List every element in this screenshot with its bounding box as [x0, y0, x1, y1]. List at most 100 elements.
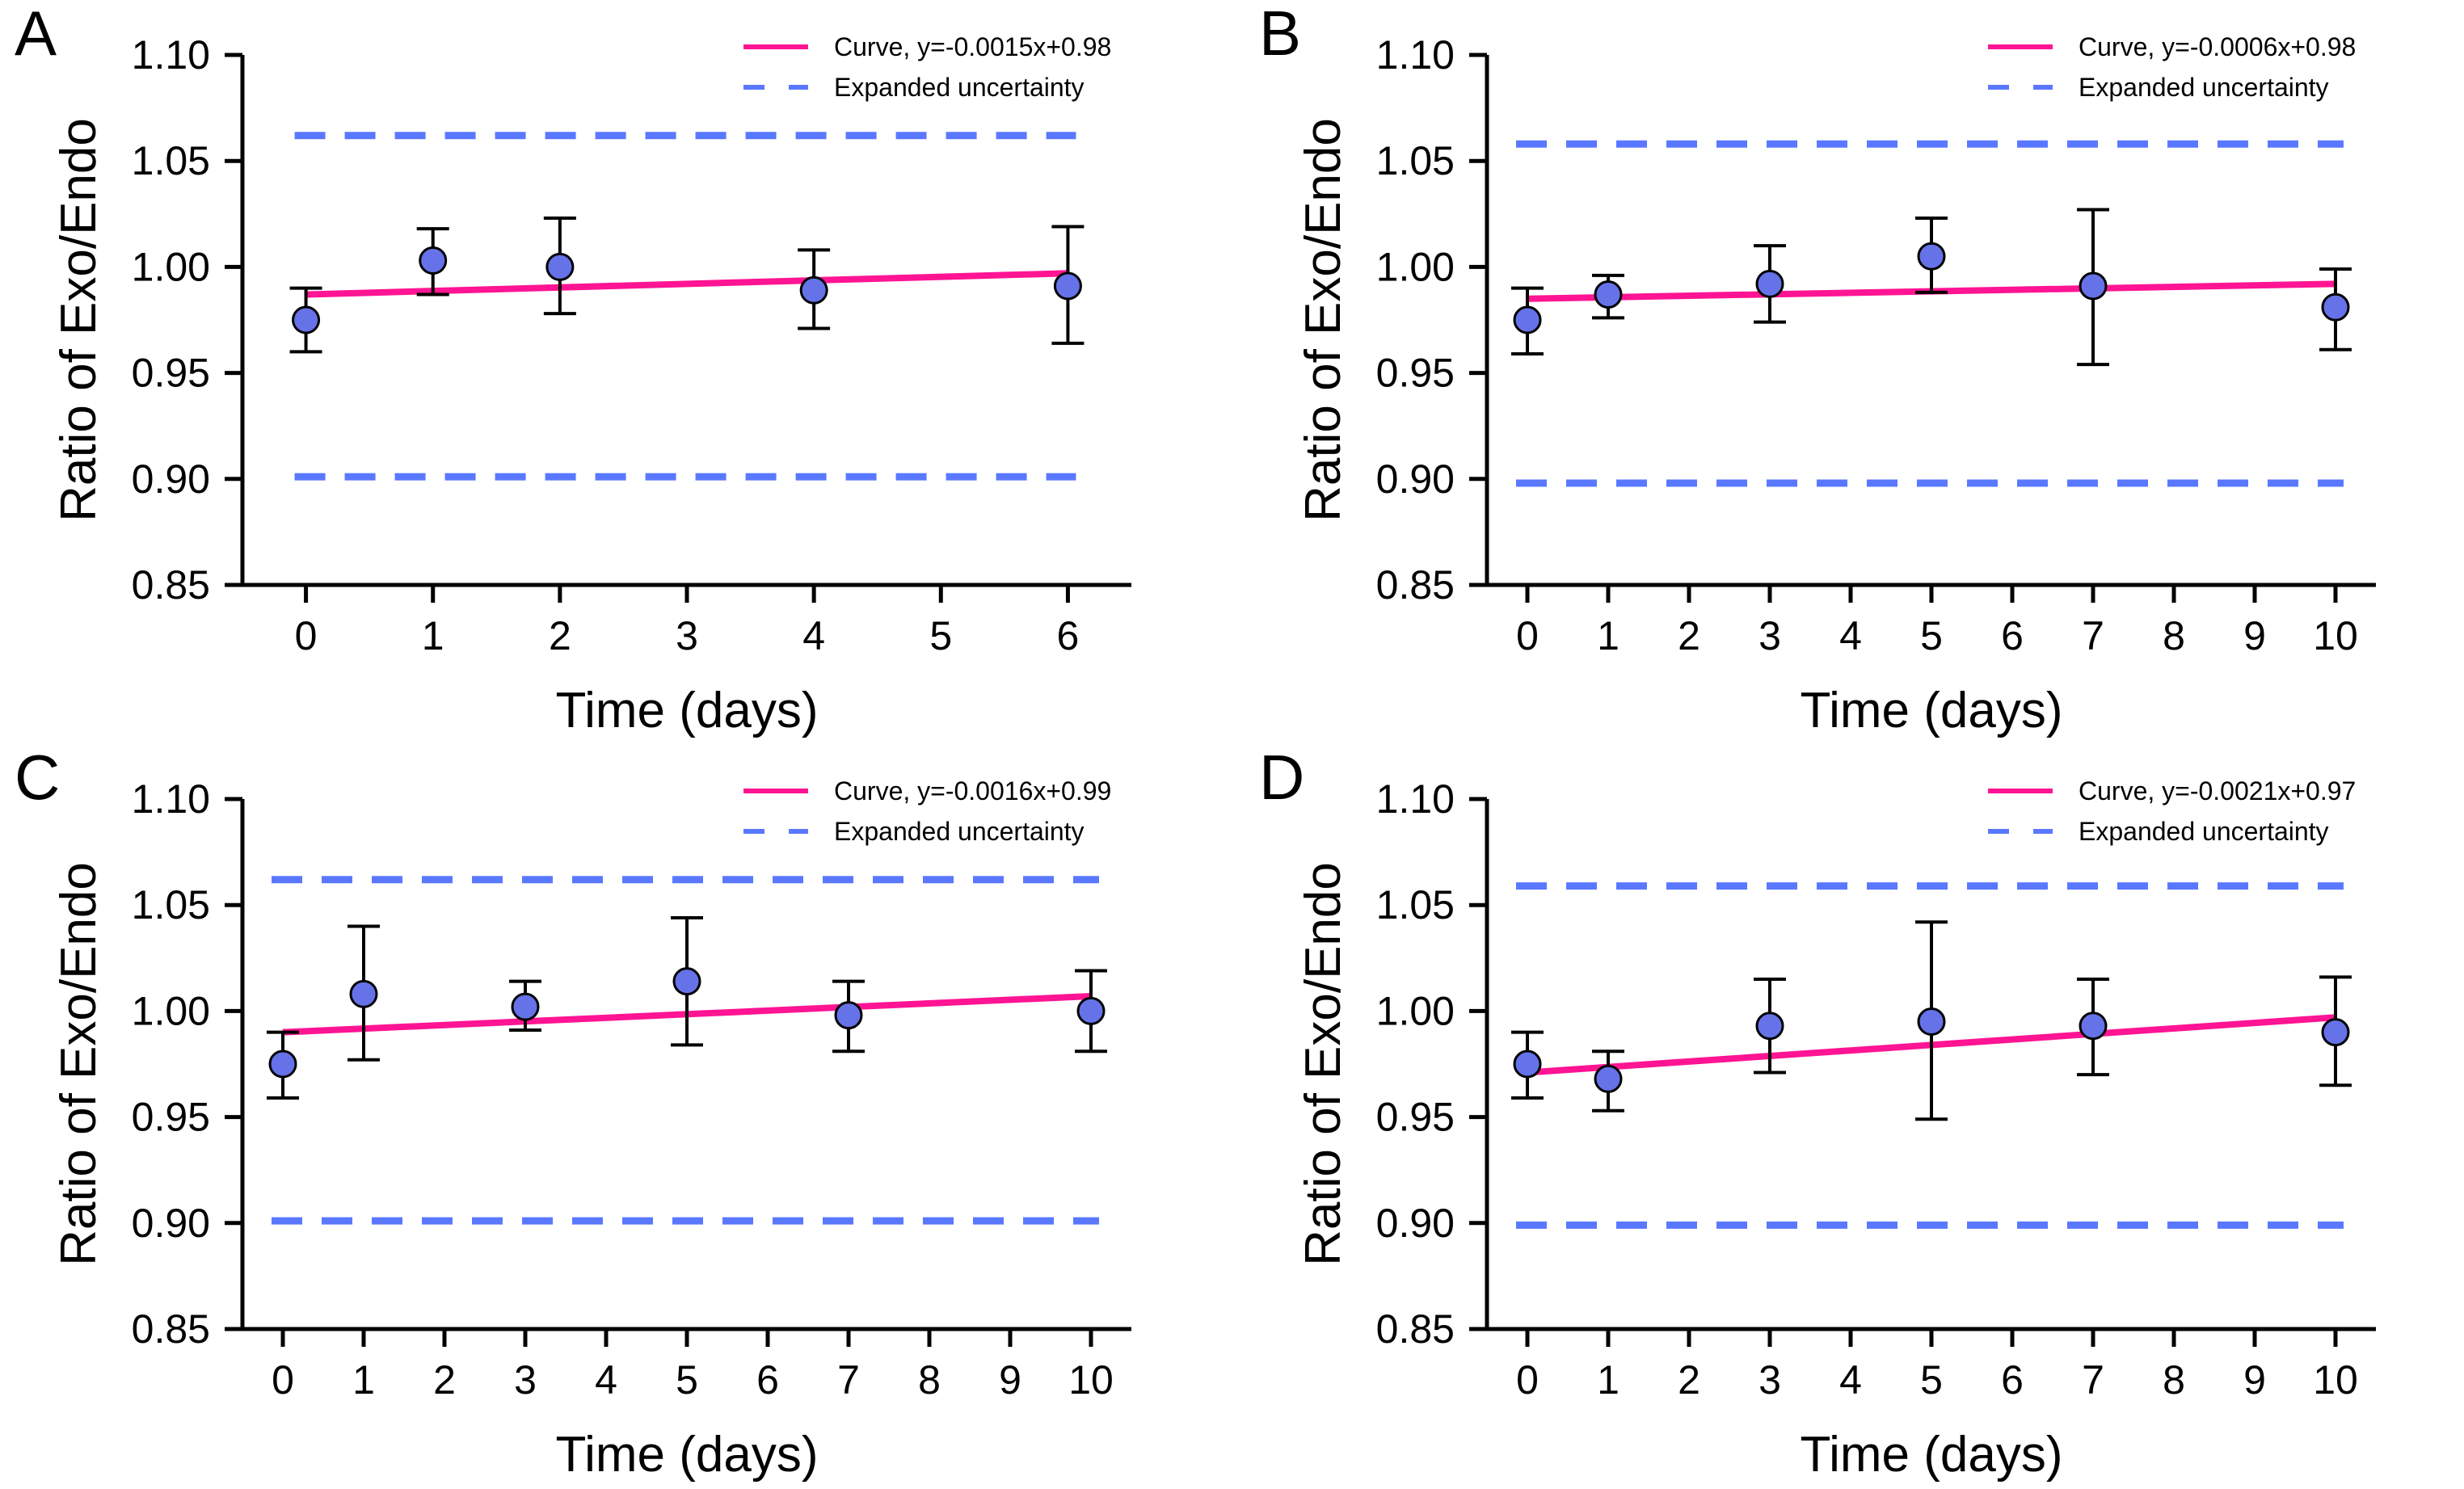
- panel-letter: C: [15, 744, 60, 813]
- legend-uncertainty-label: Expanded uncertainty: [834, 73, 1085, 102]
- y-tick-label: 1.00: [1376, 988, 1455, 1033]
- data-point: [799, 276, 828, 305]
- legend-curve-label: Curve, y=-0.0015x+0.98: [834, 32, 1111, 61]
- chart-c-svg: C 0.85 0.90 0.95 1.00 1.05 1.10 0 1 2 3 4 5 6 7 8 9 10 Tim…: [15, 744, 1131, 1483]
- x-axis-title: Time (days): [1801, 1427, 2063, 1483]
- x-tick-label: 5: [1920, 613, 1943, 658]
- legend-uncertainty-label: Expanded uncertainty: [2079, 817, 2329, 846]
- x-tick-label: 4: [802, 613, 825, 658]
- chart-panel-b: B 0.85 0.90 0.95 1.00 1.05 1.10 0 1 2 3 4 5 6 7 8 9 10 Tim…: [1245, 0, 2464, 744]
- data-point: [2321, 1018, 2350, 1047]
- y-tick-label: 1.10: [1376, 776, 1455, 822]
- data-point: [2321, 292, 2350, 322]
- y-tick-label: 0.95: [132, 351, 210, 396]
- x-axis-title: Time (days): [556, 1427, 819, 1483]
- x-axis-title: Time (days): [556, 683, 819, 738]
- chart-panel-c: C 0.85 0.90 0.95 1.00 1.05 1.10 0 1 2 3 4 5 6 7 8 9 10 Tim…: [0, 744, 1232, 1488]
- data-point: [1513, 305, 1542, 334]
- y-tick-label: 0.85: [1376, 562, 1455, 608]
- y-tick-label: 1.10: [1376, 32, 1455, 78]
- y-axis-title: Ratio of Exo/Endo: [51, 862, 107, 1266]
- x-tick-label: 6: [2001, 1357, 2024, 1403]
- x-tick-label: 0: [295, 613, 318, 658]
- x-tick-label: 9: [2243, 613, 2266, 658]
- x-tick-label: 3: [676, 613, 698, 658]
- data-point: [349, 979, 378, 1008]
- x-tick-label: 7: [837, 1357, 860, 1403]
- panel-letter: A: [15, 0, 57, 69]
- x-tick-label: 9: [999, 1357, 1021, 1403]
- x-tick-label: 0: [1516, 613, 1539, 658]
- data-point: [2079, 271, 2108, 301]
- data-point: [1076, 996, 1106, 1025]
- data-point: [545, 252, 575, 281]
- x-tick-label: 7: [2082, 1357, 2104, 1403]
- x-tick-label: 1: [1597, 1357, 1620, 1403]
- x-tick-label: 1: [1597, 613, 1620, 658]
- data-point: [1755, 269, 1784, 298]
- x-tick-label: 7: [2082, 613, 2104, 658]
- chart-panel-a: A 0.85 0.90 0.95 1.00 1.05 1.10 0 1 2 3 4 5 6 Time (da…: [0, 0, 1232, 744]
- y-tick-label: 0.90: [1376, 1201, 1455, 1246]
- panel-letter: D: [1259, 744, 1304, 813]
- y-tick-label: 1.05: [132, 882, 210, 927]
- y-axis-title: Ratio of Exo/Endo: [51, 118, 107, 522]
- legend-curve-label: Curve, y=-0.0016x+0.99: [834, 776, 1111, 805]
- x-tick-label: 10: [2313, 613, 2358, 658]
- data-point: [1594, 1064, 1623, 1093]
- chart-d-svg: D 0.85 0.90 0.95 1.00 1.05 1.10 0 1 2 3 4 5 6 7 8 9 10 Tim…: [1259, 744, 2376, 1483]
- x-tick-label: 3: [514, 1357, 537, 1403]
- x-tick-label: 3: [1758, 1357, 1781, 1403]
- data-point: [511, 992, 540, 1021]
- data-point: [1755, 1012, 1784, 1041]
- x-tick-label: 4: [1839, 1357, 1862, 1403]
- y-tick-label: 1.00: [132, 244, 210, 289]
- y-tick-label: 0.90: [1376, 456, 1455, 502]
- panel-letter: B: [1259, 0, 1301, 69]
- data-point: [292, 305, 321, 334]
- x-tick-label: 3: [1758, 613, 1781, 658]
- y-tick-label: 0.85: [132, 562, 210, 608]
- data-point: [2079, 1012, 2108, 1041]
- legend-curve-label: Curve, y=-0.0021x+0.97: [2079, 776, 2356, 805]
- y-tick-label: 0.85: [1376, 1306, 1455, 1352]
- data-point: [419, 246, 448, 276]
- chart-b-svg: B 0.85 0.90 0.95 1.00 1.05 1.10 0 1 2 3 4 5 6 7 8 9 10 Tim…: [1259, 0, 2376, 738]
- y-tick-label: 1.00: [1376, 244, 1455, 289]
- x-tick-label: 5: [1920, 1357, 1943, 1403]
- chart-a-svg: A 0.85 0.90 0.95 1.00 1.05 1.10 0 1 2 3 4 5 6 Time (da…: [15, 0, 1131, 738]
- x-tick-label: 8: [918, 1357, 941, 1403]
- y-axis-title: Ratio of Exo/Endo: [1295, 118, 1351, 522]
- data-point: [834, 1001, 863, 1030]
- data-point: [1053, 271, 1082, 301]
- x-tick-label: 10: [1068, 1357, 1114, 1403]
- y-tick-label: 0.90: [132, 1201, 210, 1246]
- x-tick-label: 8: [2163, 1357, 2185, 1403]
- y-tick-label: 0.95: [1376, 1095, 1455, 1140]
- y-tick-label: 1.05: [132, 138, 210, 183]
- y-axis-title: Ratio of Exo/Endo: [1295, 862, 1351, 1266]
- x-tick-label: 9: [2243, 1357, 2266, 1403]
- x-tick-label: 4: [1839, 613, 1862, 658]
- x-tick-label: 2: [1678, 613, 1700, 658]
- legend-curve-label: Curve, y=-0.0006x+0.98: [2079, 32, 2356, 61]
- data-point: [1917, 242, 1946, 271]
- x-tick-label: 1: [352, 1357, 375, 1403]
- y-tick-label: 1.10: [132, 776, 210, 822]
- data-point: [268, 1049, 297, 1079]
- y-tick-label: 1.05: [1376, 138, 1455, 183]
- y-tick-label: 0.95: [1376, 351, 1455, 396]
- x-axis-title: Time (days): [1801, 683, 2063, 738]
- x-tick-label: 5: [676, 1357, 698, 1403]
- data-point: [1917, 1007, 1946, 1037]
- x-tick-label: 5: [929, 613, 952, 658]
- y-tick-label: 0.85: [132, 1306, 210, 1352]
- data-point: [1513, 1049, 1542, 1079]
- x-tick-label: 2: [1678, 1357, 1700, 1403]
- y-tick-label: 0.90: [132, 456, 210, 502]
- y-tick-label: 0.95: [132, 1095, 210, 1140]
- chart-panel-d: D 0.85 0.90 0.95 1.00 1.05 1.10 0 1 2 3 4 5 6 7 8 9 10 Tim…: [1245, 744, 2464, 1488]
- x-tick-label: 0: [1516, 1357, 1539, 1403]
- legend-uncertainty-label: Expanded uncertainty: [834, 817, 1085, 846]
- legend-uncertainty-label: Expanded uncertainty: [2079, 73, 2329, 102]
